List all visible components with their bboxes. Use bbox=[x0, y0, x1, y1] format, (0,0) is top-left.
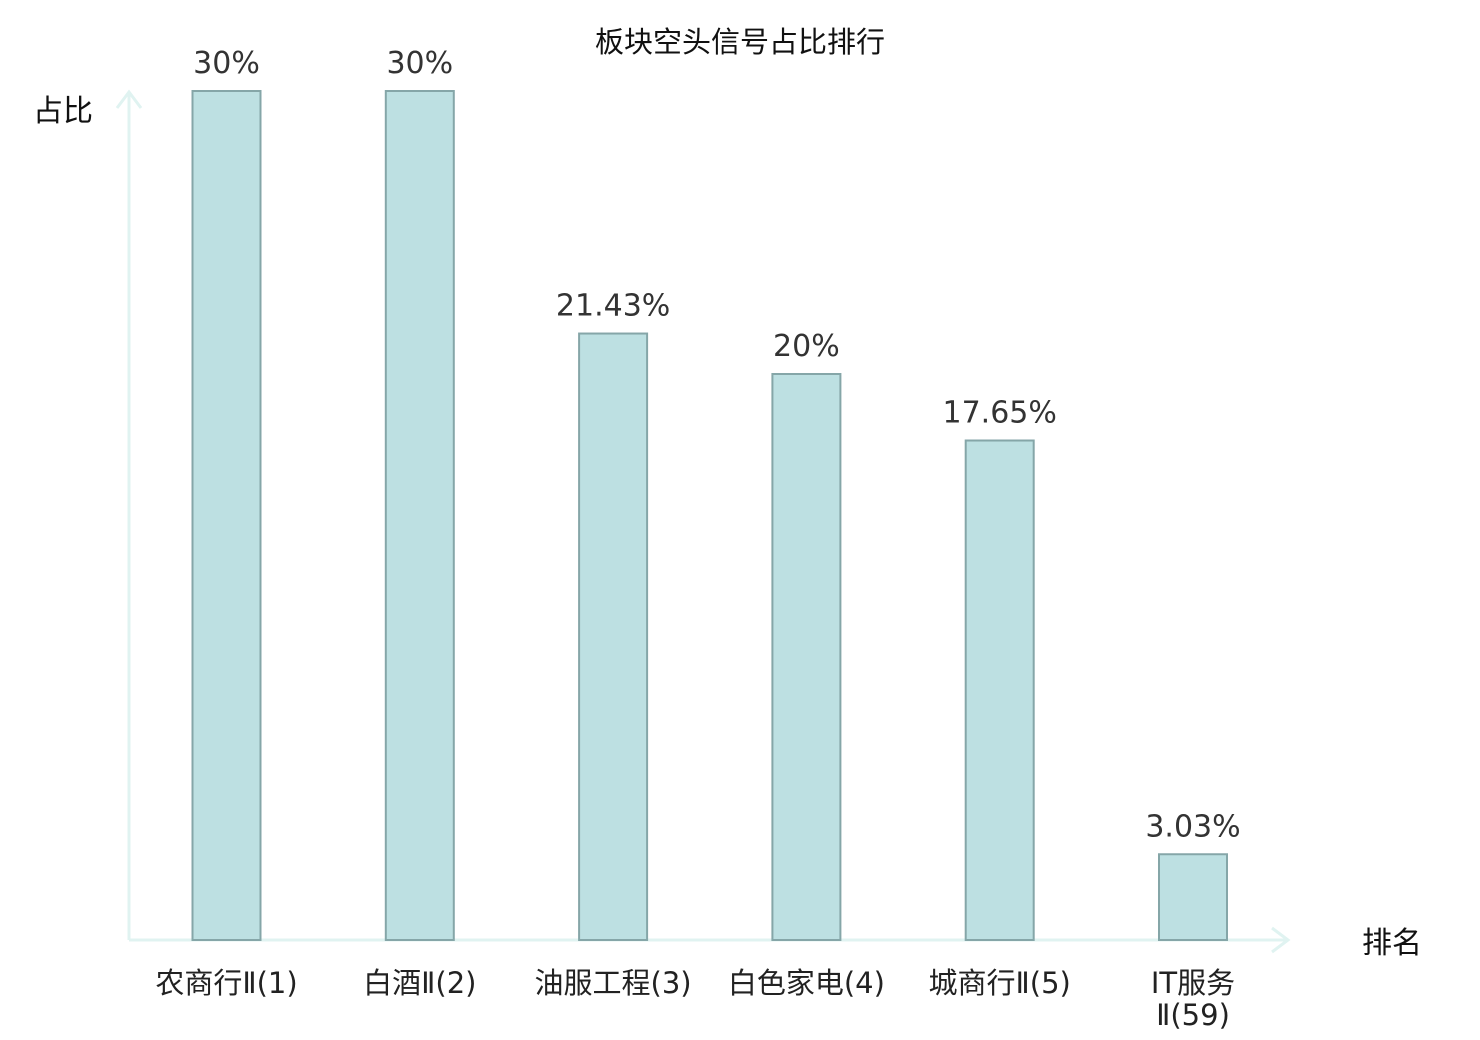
x-tick-label: 白色家电(4) bbox=[728, 966, 885, 1000]
chart-title: 板块空头信号占比排行 bbox=[595, 25, 885, 59]
bar bbox=[191, 90, 262, 941]
x-tick-label: 城商行Ⅱ(5) bbox=[929, 966, 1071, 1000]
bar-value-label: 17.65% bbox=[943, 396, 1057, 431]
x-tick-label: 白酒Ⅱ(2) bbox=[363, 966, 476, 1000]
x-tick-label: 农商行Ⅱ(1) bbox=[155, 966, 297, 1000]
x-tick-label: Ⅱ(59) bbox=[1156, 998, 1230, 1032]
bar-value-label: 30% bbox=[193, 46, 260, 81]
x-axis bbox=[129, 926, 1291, 954]
value-labels-group: 30% 30% 21.43% 20% 17.65% 3.03% bbox=[193, 46, 1241, 844]
bar bbox=[384, 90, 455, 941]
bar-value-label: 30% bbox=[386, 46, 453, 81]
bar-value-label: 3.03% bbox=[1145, 809, 1240, 844]
bar bbox=[771, 373, 842, 941]
x-tick-label: IT服务 bbox=[1151, 966, 1235, 1000]
y-axis bbox=[115, 89, 143, 940]
x-tick-label: 油服工程(3) bbox=[535, 966, 692, 1000]
bar-value-label: 20% bbox=[773, 329, 840, 364]
category-labels-group: 农商行Ⅱ(1) 白酒Ⅱ(2) 油服工程(3) 白色家电(4) 城商行Ⅱ(5) IT服务Ⅱ(… bbox=[155, 966, 1235, 1032]
bar bbox=[578, 332, 649, 941]
bar bbox=[1158, 853, 1228, 941]
y-axis-label: 占比 bbox=[33, 94, 93, 129]
bar-value-label: 21.43% bbox=[556, 289, 670, 324]
bars-group bbox=[191, 90, 1228, 941]
bar bbox=[964, 439, 1035, 941]
x-axis-label: 排名 bbox=[1362, 926, 1422, 961]
